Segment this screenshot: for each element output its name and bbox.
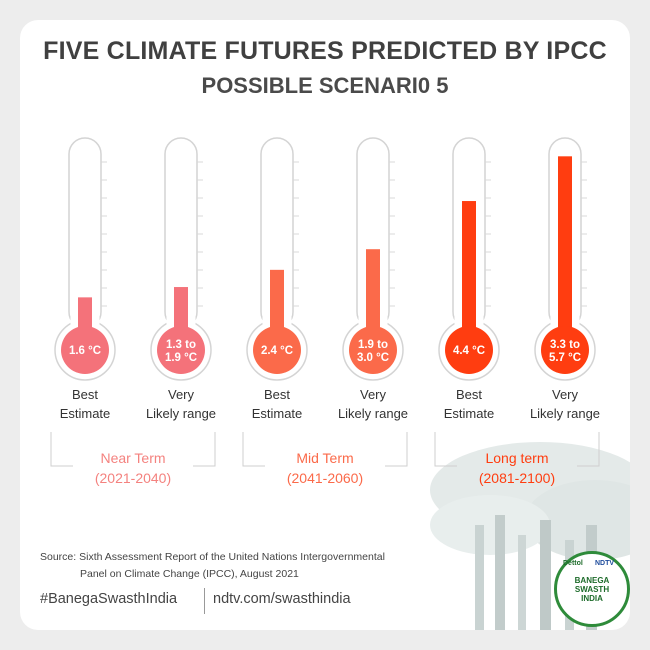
group-bracket-right [385, 432, 408, 467]
bulb-value-label: 2.4 °C [261, 345, 293, 357]
thermometer-bulb [157, 326, 205, 374]
group-bracket-right [577, 432, 600, 467]
logo-dettol-text: Dettol [563, 560, 583, 567]
thermometer-bulb [541, 326, 589, 374]
thermometer-bulb [253, 326, 301, 374]
group-bracket-left [50, 432, 73, 467]
thermometer-bulb [61, 326, 109, 374]
category-label: Best Estimate [251, 387, 303, 421]
mercury-bar [462, 201, 476, 350]
bulb-value-label: 1.9 to 3.0 °C [357, 339, 389, 364]
category-label: Very Likely range [145, 387, 217, 421]
group-label: Mid Term (2041-2060) [286, 450, 364, 486]
category-label: Very Likely range [529, 387, 601, 421]
group-bracket-left [242, 432, 265, 467]
hashtag: #BanegaSwasthIndia [40, 591, 178, 607]
logo-ndtv-text: NDTV [595, 560, 615, 567]
source-note: Source: Sixth Assessment Report of the U… [40, 549, 385, 583]
category-label: Best Estimate [59, 387, 111, 421]
bulb-value-label: 1.3 to 1.9 °C [165, 339, 197, 364]
website-link[interactable]: ndtv.com/swasthindia [213, 591, 351, 607]
bulb-value-label: 1.6 °C [69, 345, 101, 357]
group-bracket-right [193, 432, 216, 467]
logo-line-3: INDIA [581, 594, 603, 603]
group-bracket-left [434, 432, 457, 467]
category-label: Very Likely range [337, 387, 409, 421]
chart-title: FIVE CLIMATE FUTURES PREDICTED BY IPCC [43, 37, 607, 65]
source-line-1: Source: Sixth Assessment Report of the U… [40, 551, 385, 563]
bulb-value-label: 3.3 to 5.7 °C [549, 339, 581, 364]
logo-line-2: SWASTH [574, 585, 610, 594]
bulb-value-label: 4.4 °C [453, 345, 485, 357]
banega-swasth-india-logo: Dettol NDTV BANEGA SWASTH INDIA [554, 551, 630, 627]
logo-line-1: BANEGA [574, 576, 610, 585]
mercury-bar [366, 249, 380, 350]
mercury-bar [558, 156, 572, 350]
chart-subtitle: POSSIBLE SCENARI0 5 [201, 73, 449, 98]
thermometer-bulb [349, 326, 397, 374]
source-line-2: Panel on Climate Change (IPCC), August 2… [80, 568, 299, 580]
infographic-card [20, 20, 630, 630]
footer-divider [204, 588, 205, 614]
group-label: Long term (2081-2100) [478, 450, 556, 486]
group-label: Near Term (2021-2040) [94, 450, 172, 486]
category-label: Best Estimate [443, 387, 495, 421]
thermometer-bulb [445, 326, 493, 374]
